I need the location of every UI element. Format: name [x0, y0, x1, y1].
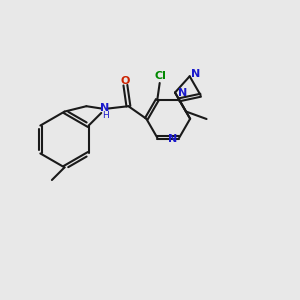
Text: N: N: [191, 69, 200, 79]
Text: H: H: [102, 111, 109, 120]
Text: N: N: [168, 134, 178, 144]
Text: N: N: [100, 103, 109, 113]
Text: N: N: [178, 88, 187, 98]
Text: Cl: Cl: [155, 71, 167, 81]
Text: O: O: [121, 76, 130, 86]
